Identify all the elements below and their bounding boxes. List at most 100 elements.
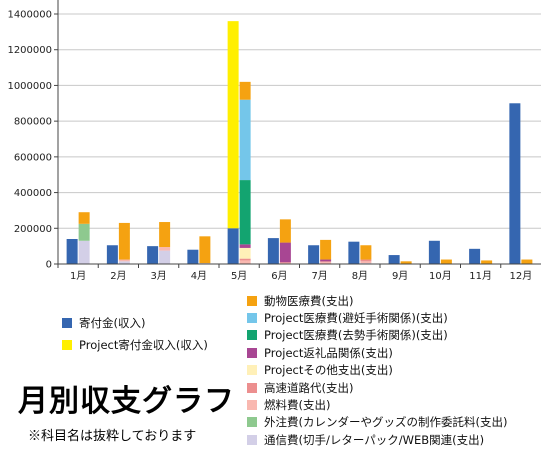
legend-swatch xyxy=(247,365,257,376)
legend-label: Project寄付金収入(収入) xyxy=(79,338,208,352)
legend-label: Project医療費(去勢手術関係)(支出) xyxy=(264,328,448,343)
x-tick-label: 11月 xyxy=(469,270,492,282)
bar-expense-3-5月 xyxy=(239,244,251,248)
bar-income-0-6月 xyxy=(267,238,279,264)
bar-income-0-11月 xyxy=(469,248,481,264)
monthly-balance-chart: 0 200000 400000 600000 800000 1000000 1200000 1… xyxy=(7,0,541,282)
legend-swatch xyxy=(62,318,72,328)
legend-swatch xyxy=(247,347,257,358)
bar-expense-4-5月 xyxy=(239,247,251,259)
legend-label: Projectその他支出(支出) xyxy=(264,363,393,378)
bar-expense-0-2月 xyxy=(118,222,130,260)
x-tick-label: 6月 xyxy=(271,270,287,282)
y-tick-label: 800000 xyxy=(14,117,52,128)
bar-expense-0-10月 xyxy=(440,259,452,264)
bar-expense-0-1月 xyxy=(78,212,90,224)
y-tick-label: 0 xyxy=(46,260,52,271)
legend-swatch xyxy=(247,330,257,341)
legend-swatch xyxy=(247,434,257,445)
legend-swatch xyxy=(247,400,257,411)
x-tick-label: 12月 xyxy=(510,270,533,282)
bar-income-0-3月 xyxy=(147,246,159,264)
bar-income-0-1月 xyxy=(66,239,78,264)
bar-income-0-2月 xyxy=(106,245,118,264)
bar-expense-1-5月 xyxy=(239,99,251,181)
y-tick-label: 600000 xyxy=(14,152,52,163)
legend-expense: 動物医療費(支出) Project医療費(避妊手術関係)(支出) Project医療… xyxy=(247,292,507,449)
legend-item: 外注費(カレンダーやグッズの制作委託料(支出) xyxy=(247,414,507,431)
bar-income-0-8月 xyxy=(348,241,360,264)
legend-income: 寄付金(収入) Project寄付金収入(収入) xyxy=(62,312,208,356)
legend-label: 燃料費(支出) xyxy=(264,398,331,413)
legend-item: Project返礼品関係(支出) xyxy=(247,344,507,361)
bar-expense-0-8月 xyxy=(360,245,372,260)
bar-expense-0-6月 xyxy=(279,219,291,243)
bar-income-0-12月 xyxy=(509,103,521,265)
bar-expense-0-5月 xyxy=(239,81,251,100)
legend-item: 動物医療費(支出) xyxy=(247,292,507,309)
bar-expense-0-3月 xyxy=(159,222,171,248)
legend-swatch xyxy=(62,340,72,350)
y-axis-tick-labels: 0 200000 400000 600000 800000 1000000 1200000 1… xyxy=(7,10,52,271)
legend-item: 寄付金(収入) xyxy=(62,312,208,334)
bar-expense-0-11月 xyxy=(481,260,493,264)
bar-expense-5-8月 xyxy=(360,259,372,262)
legend-item: Project医療費(避妊手術関係)(支出) xyxy=(247,309,507,326)
legend-item: 通信費(切手/レターパック/WEB関連(支出) xyxy=(247,431,507,448)
bar-income-0-7月 xyxy=(308,245,320,264)
bar-expense-8-3月 xyxy=(159,250,171,264)
subject-note: ※科目名は抜粋しております xyxy=(28,429,197,444)
legend-swatch xyxy=(247,295,257,306)
y-tick-label: 200000 xyxy=(14,224,52,235)
legend-item: Project寄付金収入(収入) xyxy=(62,334,208,356)
bar-expense-8-2月 xyxy=(118,261,130,264)
legend-label: 動物医療費(支出) xyxy=(264,293,354,308)
y-tick-label: 1200000 xyxy=(7,45,52,56)
bar-expense-5-7月 xyxy=(320,261,332,263)
legend-swatch xyxy=(247,417,257,428)
bar-expense-6-3月 xyxy=(159,247,171,251)
bar-expense-6-7月 xyxy=(320,262,332,264)
bar-income-0-5月 xyxy=(227,228,239,264)
x-tick-label: 1月 xyxy=(70,270,86,282)
legend-label: 外注費(カレンダーやグッズの制作委託料(支出) xyxy=(264,415,508,430)
legend-label: Project医療費(避妊手術関係)(支出) xyxy=(264,311,448,326)
x-tick-label: 4月 xyxy=(191,270,207,282)
legend-swatch xyxy=(247,382,257,393)
axes xyxy=(57,0,541,265)
x-axis-tick-labels: 1月 2月 3月 4月 5月 6月 7月 8月 9月 10月 11月 12月 xyxy=(57,264,533,282)
bar-income-0-4月 xyxy=(187,249,199,264)
y-tick-label: 1000000 xyxy=(7,81,52,92)
legend-label: 通信費(切手/レターパック/WEB関連(支出) xyxy=(264,432,485,447)
y-tick-label: 400000 xyxy=(14,188,52,199)
bar-expense-0-9月 xyxy=(400,261,412,264)
x-tick-label: 5月 xyxy=(231,270,247,282)
gridlines xyxy=(54,13,541,265)
bar-income-0-9月 xyxy=(388,255,400,264)
x-tick-label: 10月 xyxy=(429,270,452,282)
bar-expense-7-1月 xyxy=(78,223,90,241)
x-tick-label: 2月 xyxy=(110,270,126,282)
legend-label: Project返礼品関係(支出) xyxy=(264,345,393,360)
legend-item: Project医療費(去勢手術関係)(支出) xyxy=(247,327,507,344)
x-tick-label: 8月 xyxy=(352,270,368,282)
bar-income-0-10月 xyxy=(428,240,440,264)
legend-item: 燃料費(支出) xyxy=(247,396,507,413)
bar-expense-0-4月 xyxy=(199,236,211,264)
legend-swatch xyxy=(247,313,257,324)
bar-expense-5-5月 xyxy=(239,258,251,261)
bar-expense-6-2月 xyxy=(118,259,130,262)
bar-expense-6-8月 xyxy=(360,261,372,264)
bar-expense-0-12月 xyxy=(521,259,533,264)
legend-label: 寄付金(収入) xyxy=(79,316,146,330)
bar-expense-3-7月 xyxy=(320,259,332,262)
bar-expense-6-5月 xyxy=(239,260,251,264)
bar-expense-3-6月 xyxy=(279,242,291,263)
legend-item: Projectその他支出(支出) xyxy=(247,362,507,379)
x-tick-label: 7月 xyxy=(311,270,327,282)
bar-expense-5-6月 xyxy=(279,262,291,264)
bar-expense-0-7月 xyxy=(320,239,332,260)
y-tick-label: 1400000 xyxy=(7,10,52,21)
bar-expense-2-5月 xyxy=(239,180,251,245)
page-title: 月別収支グラフ xyxy=(18,384,235,419)
